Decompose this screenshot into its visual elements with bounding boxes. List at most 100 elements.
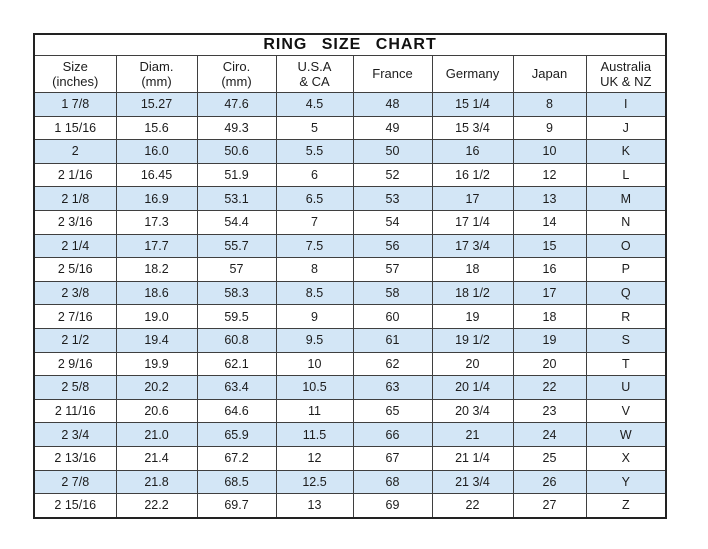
table-cell: 8 (512, 92, 587, 117)
table-cell: 1 15/16 (33, 115, 117, 141)
table-cell: 21.4 (115, 445, 198, 471)
column-header-australia-uk-nz: Australia UK & NZ (585, 55, 667, 93)
table-cell: 15.6 (115, 115, 198, 141)
table-cell: 20 (431, 351, 514, 377)
table-cell: 10.5 (275, 375, 354, 400)
title-row: RING SIZE CHART (33, 33, 667, 56)
table-cell: 17 (431, 186, 514, 211)
table-cell: 48 (352, 92, 433, 117)
table-cell: 9 (512, 115, 587, 141)
table-cell: O (585, 233, 667, 259)
table-cell: 20 (512, 351, 587, 377)
table-cell: K (585, 139, 667, 164)
table-cell: 15 1/4 (431, 92, 514, 117)
table-cell: 65.9 (196, 422, 277, 447)
table-row: 2 16.0 50.6 5.5 50 16 10 K (33, 139, 667, 164)
table-cell: 57 (196, 257, 277, 282)
table-cell: 49 (352, 115, 433, 141)
table-row: 2 3/8 18.6 58.3 8.5 58 18 1/2 17 Q (33, 280, 667, 306)
table-cell: 21 3/4 (431, 469, 514, 495)
table-cell: 6.5 (275, 186, 354, 211)
table-cell: T (585, 351, 667, 377)
table-cell: 56 (352, 233, 433, 259)
table-cell: I (585, 92, 667, 117)
table-cell: 21.8 (115, 469, 198, 495)
column-header-label: Size (62, 58, 88, 74)
table-cell: 9.5 (275, 327, 354, 353)
table-cell: 15.27 (115, 92, 198, 117)
table-cell: 14 (512, 209, 587, 235)
table-cell: P (585, 257, 667, 282)
table-cell: 12 (512, 162, 587, 188)
table-cell: 53 (352, 186, 433, 211)
column-header-label: Diam. (139, 58, 174, 74)
table-cell: 67 (352, 445, 433, 471)
column-header-sublabel: (mm) (221, 74, 252, 89)
table-cell: 2 7/8 (33, 469, 117, 495)
table-cell: 20 1/4 (431, 375, 514, 400)
table-cell: 8.5 (275, 280, 354, 306)
table-row: 2 1/4 17.7 55.7 7.5 56 17 3/4 15 O (33, 233, 667, 259)
table-row: 2 1/8 16.9 53.1 6.5 53 17 13 M (33, 186, 667, 211)
table-cell: 21 (431, 422, 514, 447)
column-header-diam-mm: Diam. (mm) (115, 55, 198, 93)
table-cell: U (585, 375, 667, 400)
table-cell: 58.3 (196, 280, 277, 306)
table-cell: J (585, 115, 667, 141)
column-header-label: France (372, 66, 413, 82)
ring-size-chart: RING SIZE CHART Size (inches) Diam. (mm)… (33, 33, 668, 519)
column-header-label: Japan (531, 66, 568, 82)
table-cell: 5.5 (275, 139, 354, 164)
column-header-usa-ca: U.S.A & CA (275, 55, 354, 93)
table-cell: 24 (512, 422, 587, 447)
table-cell: 2 3/8 (33, 280, 117, 306)
column-header-label: U.S.A (297, 58, 332, 74)
table-cell: 2 1/4 (33, 233, 117, 259)
table-cell: 20 3/4 (431, 398, 514, 424)
table-cell: 62.1 (196, 351, 277, 377)
table-cell: 2 (33, 139, 117, 164)
table-cell: 2 9/16 (33, 351, 117, 377)
table-row: 2 11/16 20.6 64.6 11 65 20 3/4 23 V (33, 398, 667, 424)
table-cell: 17.3 (115, 209, 198, 235)
table-cell: 64.6 (196, 398, 277, 424)
column-header-sublabel: (inches) (52, 74, 99, 89)
table-cell: 4.5 (275, 92, 354, 117)
table-cell: 55.7 (196, 233, 277, 259)
table-cell: W (585, 422, 667, 447)
table-cell: 69.7 (196, 493, 277, 519)
table-cell: 18.2 (115, 257, 198, 282)
table-cell: 1 7/8 (33, 92, 117, 117)
table-cell: R (585, 304, 667, 329)
table-cell: 17 1/4 (431, 209, 514, 235)
table-cell: 57 (352, 257, 433, 282)
table-cell: 60.8 (196, 327, 277, 353)
table-row: 2 7/16 19.0 59.5 9 60 19 18 R (33, 304, 667, 329)
table-row: 2 5/8 20.2 63.4 10.5 63 20 1/4 22 U (33, 375, 667, 400)
table-cell: 10 (512, 139, 587, 164)
table-cell: 2 13/16 (33, 445, 117, 471)
table-cell: 20.6 (115, 398, 198, 424)
column-header-label: Ciro. (222, 58, 251, 74)
column-header-france: France (352, 55, 433, 93)
table-cell: X (585, 445, 667, 471)
column-header-germany: Germany (431, 55, 514, 93)
ring-size-chart-table: RING SIZE CHART Size (inches) Diam. (mm)… (33, 33, 668, 519)
table-cell: 63 (352, 375, 433, 400)
table-cell: 68 (352, 469, 433, 495)
table-cell: 59.5 (196, 304, 277, 329)
table-cell: 16 (512, 257, 587, 282)
table-cell: 18.6 (115, 280, 198, 306)
table-cell: 68.5 (196, 469, 277, 495)
table-cell: 19.9 (115, 351, 198, 377)
table-cell: 25 (512, 445, 587, 471)
table-cell: Q (585, 280, 667, 306)
table-row: 2 3/16 17.3 54.4 7 54 17 1/4 14 N (33, 209, 667, 235)
table-cell: 61 (352, 327, 433, 353)
table-cell: 60 (352, 304, 433, 329)
table-cell: Y (585, 469, 667, 495)
table-cell: 65 (352, 398, 433, 424)
table-cell: S (585, 327, 667, 353)
table-row: 2 3/4 21.0 65.9 11.5 66 21 24 W (33, 422, 667, 447)
table-cell: 2 3/4 (33, 422, 117, 447)
